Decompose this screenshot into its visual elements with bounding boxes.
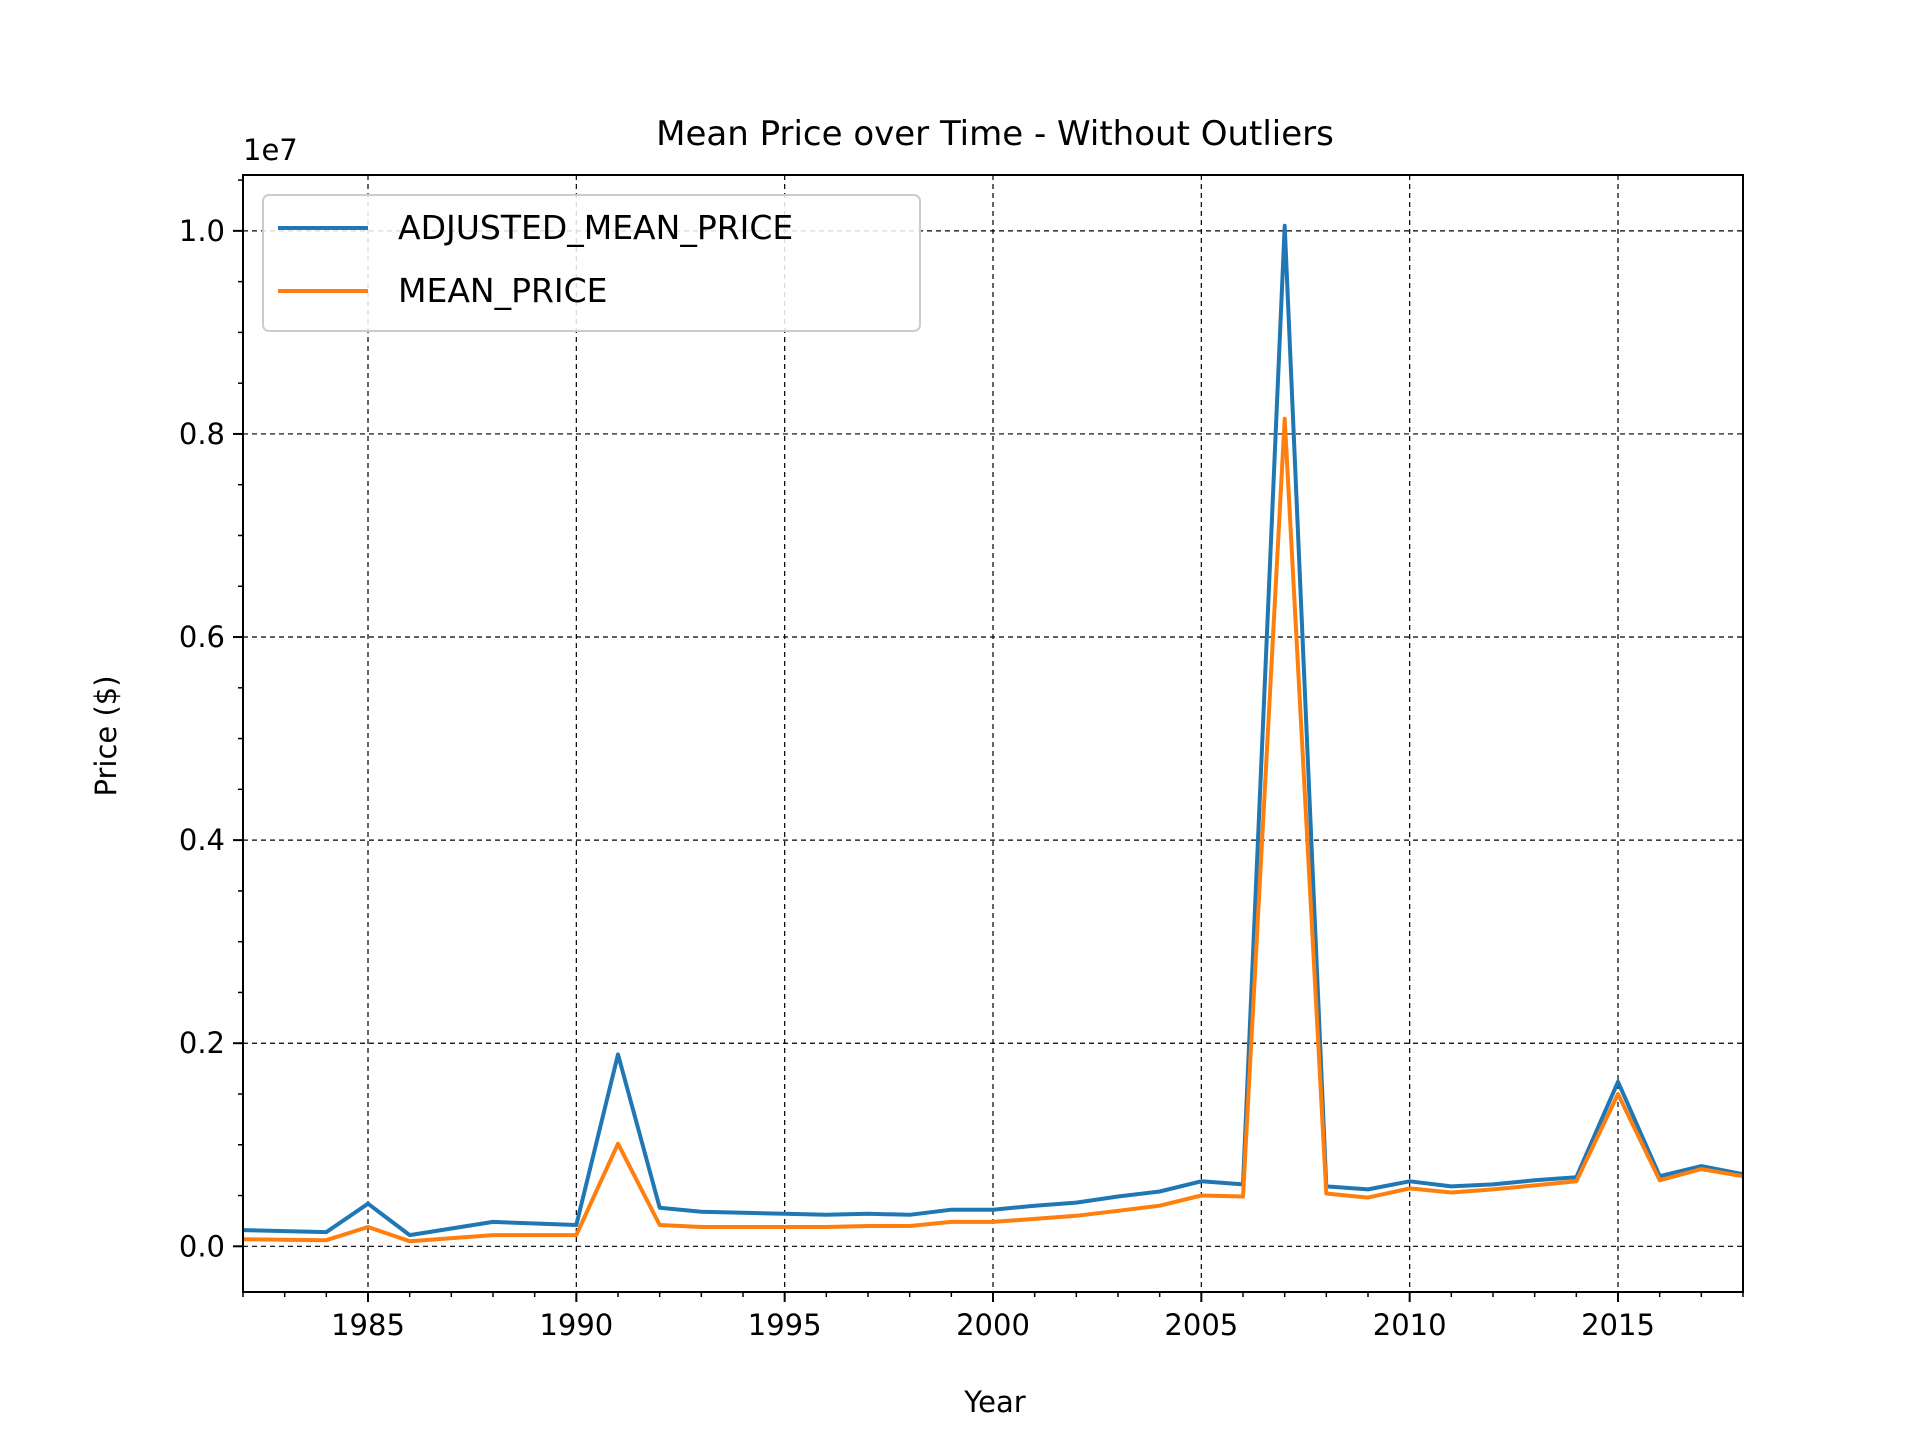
- x-axis-ticks: 1985 1990 1995 2000 2005 2010 2015: [242, 1292, 1744, 1342]
- y-axis-ticks: 0.0 0.2 0.4 0.6 0.8 1.0: [179, 179, 243, 1263]
- series-line: [242, 223, 1744, 1238]
- y-tick-label: 0.0: [179, 1229, 225, 1263]
- legend: ADJUSTED_MEAN_PRICE MEAN_PRICE: [262, 194, 921, 332]
- y-tick-label: 1.0: [179, 214, 225, 248]
- x-tick-label: 2000: [956, 1308, 1030, 1342]
- y-tick-label: 0.8: [179, 417, 225, 451]
- y-axis-offset-label: 1e7: [243, 133, 298, 167]
- x-tick-label: 1985: [331, 1308, 405, 1342]
- legend-label: ADJUSTED_MEAN_PRICE: [398, 208, 793, 247]
- x-tick-label: 1990: [539, 1308, 613, 1342]
- series-line: [242, 416, 1744, 1244]
- x-tick-label: 2005: [1164, 1308, 1238, 1342]
- chart-title: Mean Price over Time - Without Outliers: [656, 114, 1334, 154]
- x-axis-label: Year: [963, 1385, 1025, 1419]
- y-tick-label: 0.2: [179, 1026, 225, 1060]
- legend-label: MEAN_PRICE: [398, 271, 608, 310]
- y-axis-label: Price ($): [89, 675, 123, 796]
- y-tick-label: 0.4: [179, 823, 225, 857]
- x-tick-label: 2010: [1373, 1308, 1447, 1342]
- x-tick-label: 2015: [1581, 1308, 1655, 1342]
- grid: [243, 175, 1743, 1292]
- x-tick-label: 1995: [748, 1308, 822, 1342]
- y-tick-label: 0.6: [179, 620, 225, 654]
- plot-series: [242, 223, 1744, 1244]
- legend-box: [262, 194, 921, 332]
